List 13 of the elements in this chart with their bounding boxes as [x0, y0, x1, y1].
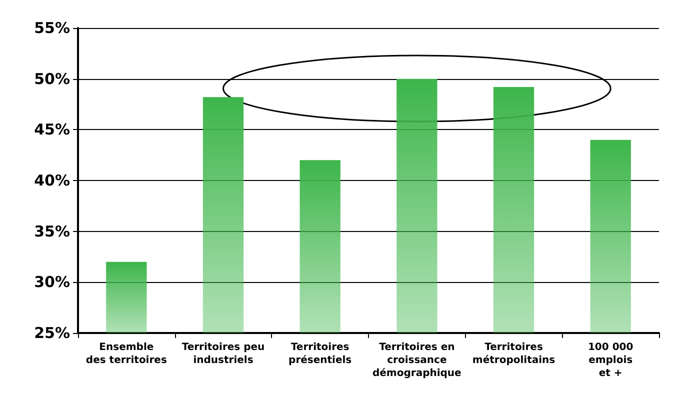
y-tick-label: 25%	[34, 324, 70, 342]
y-tick-label: 30%	[34, 273, 70, 292]
y-tick-label: 35%	[34, 222, 70, 240]
x-tick-label: Ensemble des territoires	[86, 342, 167, 366]
x-tick-label: 100 000 emplois et +	[588, 342, 634, 379]
x-tick-label: Territoires en croissance démographique	[372, 342, 462, 379]
y-tick-label: 40%	[34, 172, 70, 190]
x-tick-label: Territoires peu industriels	[182, 342, 265, 366]
x-tick-label: Territoires métropolitains	[472, 342, 556, 366]
y-tick-label: 55%	[34, 19, 70, 37]
x-tick-label: Territoires présentiels	[288, 342, 352, 366]
y-tick-label: 50%	[34, 70, 70, 88]
y-tick-label: 45%	[34, 120, 70, 139]
